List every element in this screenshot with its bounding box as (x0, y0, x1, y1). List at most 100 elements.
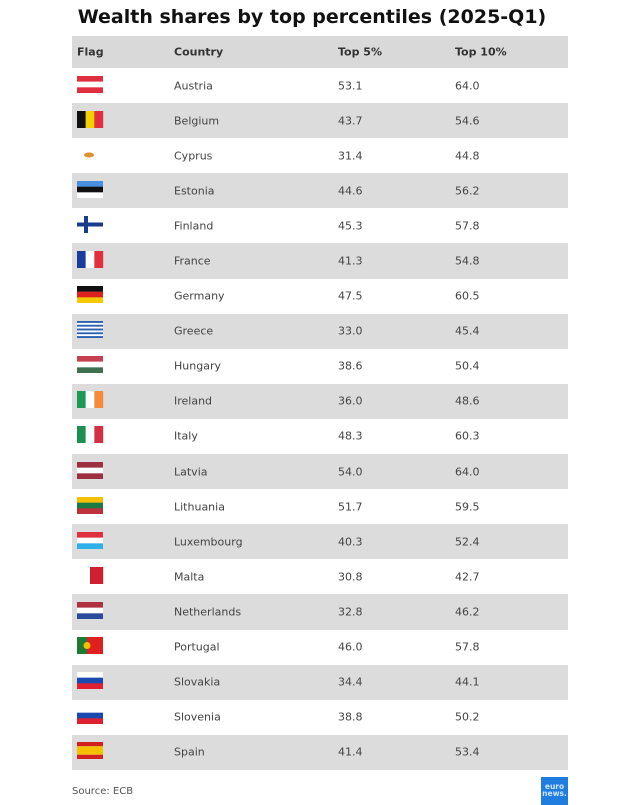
cell-top5: 36.0 (338, 394, 363, 408)
flag-germany-icon (77, 286, 109, 306)
data-table: Flag Country Top 5% Top 10% Austria 53.1 6… (72, 36, 568, 770)
cell-top5: 40.3 (338, 535, 363, 549)
table-row: Portugal 46.0 57.8 (72, 630, 568, 665)
cell-country: Estonia (174, 184, 215, 198)
cell-top5: 32.8 (338, 605, 363, 619)
flag-lithuania-icon (77, 496, 109, 517)
flag-cyprus-icon (77, 146, 109, 166)
cell-top5: 30.8 (338, 570, 363, 584)
euronews-logo: euro news. (541, 777, 568, 805)
flag-latvia-icon (77, 461, 109, 482)
cell-top10: 52.4 (455, 535, 480, 549)
cell-top10: 44.8 (455, 149, 480, 163)
cell-country: Luxembourg (174, 535, 243, 549)
table-row: Malta 30.8 42.7 (72, 559, 568, 594)
cell-top10: 64.0 (455, 465, 480, 479)
cell-top5: 38.8 (338, 710, 363, 724)
flag-portugal-icon (77, 637, 109, 657)
cell-top5: 47.5 (338, 289, 363, 303)
cell-top10: 56.2 (455, 184, 480, 198)
cell-top5: 46.0 (338, 640, 363, 654)
cell-top5: 54.0 (338, 465, 363, 479)
cell-country: Finland (174, 219, 214, 233)
cell-top5: 45.3 (338, 219, 363, 233)
flag-estonia-icon (77, 180, 109, 201)
cell-country: Greece (174, 324, 214, 338)
table-row: Slovakia 34.4 44.1 (72, 664, 568, 700)
table-row: Estonia 44.6 56.2 (72, 173, 568, 209)
flag-finland-icon (77, 215, 109, 236)
cell-country: Italy (174, 429, 198, 443)
flag-austria-icon (77, 75, 109, 96)
table-row: Cyprus 31.4 44.8 (72, 138, 568, 173)
table-row: Spain 41.4 53.4 (72, 734, 568, 770)
cell-top10: 48.6 (455, 394, 480, 408)
flag-hungary-icon (77, 356, 109, 376)
cell-country: Spain (174, 745, 205, 759)
cell-country: Latvia (174, 465, 208, 479)
cell-top5: 48.3 (338, 429, 363, 443)
flag-slovakia-icon (77, 672, 109, 692)
cell-top10: 64.0 (455, 79, 480, 93)
header-top5: Top 5% (338, 45, 382, 59)
cell-country: Lithuania (174, 500, 225, 514)
cell-top10: 53.4 (455, 745, 480, 759)
cell-country: France (174, 254, 211, 268)
cell-top10: 57.8 (455, 640, 480, 654)
cell-top5: 34.4 (338, 675, 363, 689)
table-row: Ireland 36.0 48.6 (72, 383, 568, 419)
table-row: Netherlands 32.8 46.2 (72, 594, 568, 630)
table-row: Austria 53.1 64.0 (72, 68, 568, 103)
table-row: Belgium 43.7 54.6 (72, 103, 568, 139)
cell-country: Belgium (174, 114, 220, 128)
flag-malta-icon (77, 566, 109, 587)
cell-top10: 42.7 (455, 570, 480, 584)
cell-top5: 51.7 (338, 500, 363, 514)
cell-top5: 41.4 (338, 745, 363, 759)
table-row: Slovenia 38.8 50.2 (72, 700, 568, 735)
table-row: Greece 33.0 45.4 (72, 313, 568, 349)
flag-spain-icon (77, 742, 109, 762)
source-note: Source: ECB (72, 786, 134, 797)
cell-country: Austria (174, 79, 213, 93)
table-row: Finland 45.3 57.8 (72, 208, 568, 243)
flag-netherlands-icon (77, 601, 109, 622)
table-row: Latvia 54.0 64.0 (72, 454, 568, 490)
cell-top5: 44.6 (338, 184, 363, 198)
cell-country: Cyprus (174, 149, 213, 163)
table-header: Flag Country Top 5% Top 10% (72, 36, 568, 68)
cell-top10: 60.5 (455, 289, 480, 303)
cell-top5: 33.0 (338, 324, 363, 338)
flag-greece-icon (77, 321, 109, 341)
cell-top10: 46.2 (455, 605, 480, 619)
table-row: Italy 48.3 60.3 (72, 419, 568, 454)
cell-country: Germany (174, 289, 225, 303)
header-top10: Top 10% (455, 45, 507, 59)
cell-top5: 53.1 (338, 79, 363, 93)
header-country: Country (174, 45, 224, 59)
cell-top5: 38.6 (338, 359, 363, 373)
table-row: Germany 47.5 60.5 (72, 279, 568, 314)
cell-country: Netherlands (174, 605, 242, 619)
cell-country: Slovakia (174, 675, 221, 689)
cell-top5: 41.3 (338, 254, 363, 268)
flag-luxembourg-icon (77, 531, 109, 552)
chart-title: Wealth shares by top percentiles (2025-Q… (77, 6, 547, 28)
flag-ireland-icon (77, 391, 109, 411)
cell-top5: 43.7 (338, 114, 363, 128)
cell-top10: 54.8 (455, 254, 480, 268)
cell-top10: 50.4 (455, 359, 480, 373)
table-row: Hungary 38.6 50.4 (72, 349, 568, 384)
header-flag: Flag (77, 45, 104, 59)
cell-country: Malta (174, 570, 205, 584)
cell-country: Portugal (174, 640, 220, 654)
flag-france-icon (77, 251, 109, 271)
cell-top10: 60.3 (455, 429, 480, 443)
cell-country: Ireland (174, 394, 213, 408)
cell-top10: 45.4 (455, 324, 480, 338)
table-row: Luxembourg 40.3 52.4 (72, 524, 568, 560)
flag-slovenia-icon (77, 707, 109, 727)
cell-top5: 31.4 (338, 149, 363, 163)
cell-top10: 54.6 (455, 114, 480, 128)
cell-country: Slovenia (174, 710, 221, 724)
